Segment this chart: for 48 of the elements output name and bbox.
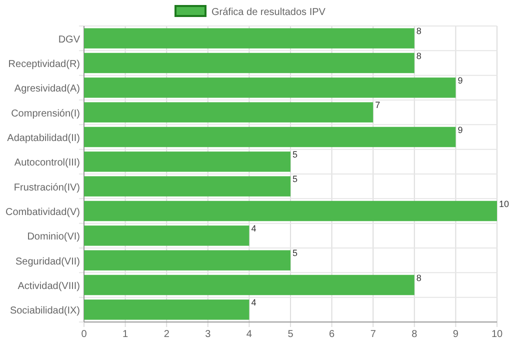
data-label: 10 xyxy=(499,198,510,209)
data-label: 7 xyxy=(375,100,380,110)
y-tick-label: Agresividad(A) xyxy=(14,84,80,95)
y-tick-label: Seguridad(VII) xyxy=(16,256,80,268)
bar xyxy=(84,274,414,296)
data-label: 4 xyxy=(251,298,256,308)
data-label: 5 xyxy=(292,150,298,160)
x-tick-label: 2 xyxy=(164,329,170,340)
data-label: 8 xyxy=(416,50,422,61)
x-tick-label: 0 xyxy=(81,329,88,340)
x-tick-label: 6 xyxy=(329,329,336,340)
y-tick-label: Sociabilidad(IX) xyxy=(10,306,80,317)
series-label: Gráfica de resultados IPV xyxy=(212,7,326,18)
bar xyxy=(84,126,456,148)
y-tick-label: DGV xyxy=(58,34,80,46)
x-tick-label: 10 xyxy=(491,329,503,340)
bar xyxy=(84,28,414,48)
bar xyxy=(84,300,250,320)
data-label: 8 xyxy=(416,272,422,283)
y-tick-label: Comprensión(I) xyxy=(11,108,80,120)
data-label: 9 xyxy=(458,124,463,135)
y-tick-label: Receptividad(R) xyxy=(8,59,80,70)
bar xyxy=(84,200,497,222)
bar xyxy=(84,102,374,122)
bar xyxy=(84,52,414,74)
bar xyxy=(84,176,290,196)
bar xyxy=(84,250,290,270)
data-label: 5 xyxy=(292,174,298,184)
y-tick-label: Autocontrol(III) xyxy=(14,158,80,169)
y-tick-label: Frustración(IV) xyxy=(14,182,80,194)
x-tick-label: 4 xyxy=(246,329,252,340)
data-label: 4 xyxy=(251,224,256,234)
data-label: 9 xyxy=(458,76,463,86)
y-tick-label: Adaptabilidad(II) xyxy=(7,133,80,144)
bar xyxy=(84,152,290,172)
bar xyxy=(84,78,456,98)
data-label: 5 xyxy=(292,248,298,258)
x-tick-label: 7 xyxy=(370,329,376,340)
bar xyxy=(84,226,250,246)
y-tick-label: Combatividad(V) xyxy=(6,207,80,218)
x-tick-label: 8 xyxy=(412,329,418,340)
x-tick-label: 1 xyxy=(122,329,129,340)
y-tick-label: Dominio(VI) xyxy=(27,232,80,243)
x-tick-label: 3 xyxy=(205,329,212,340)
x-tick-label: 5 xyxy=(288,329,294,340)
data-label: 8 xyxy=(416,26,422,36)
x-tick-label: 9 xyxy=(452,329,459,340)
y-tick-label: Actividad(VIII) xyxy=(18,281,80,292)
